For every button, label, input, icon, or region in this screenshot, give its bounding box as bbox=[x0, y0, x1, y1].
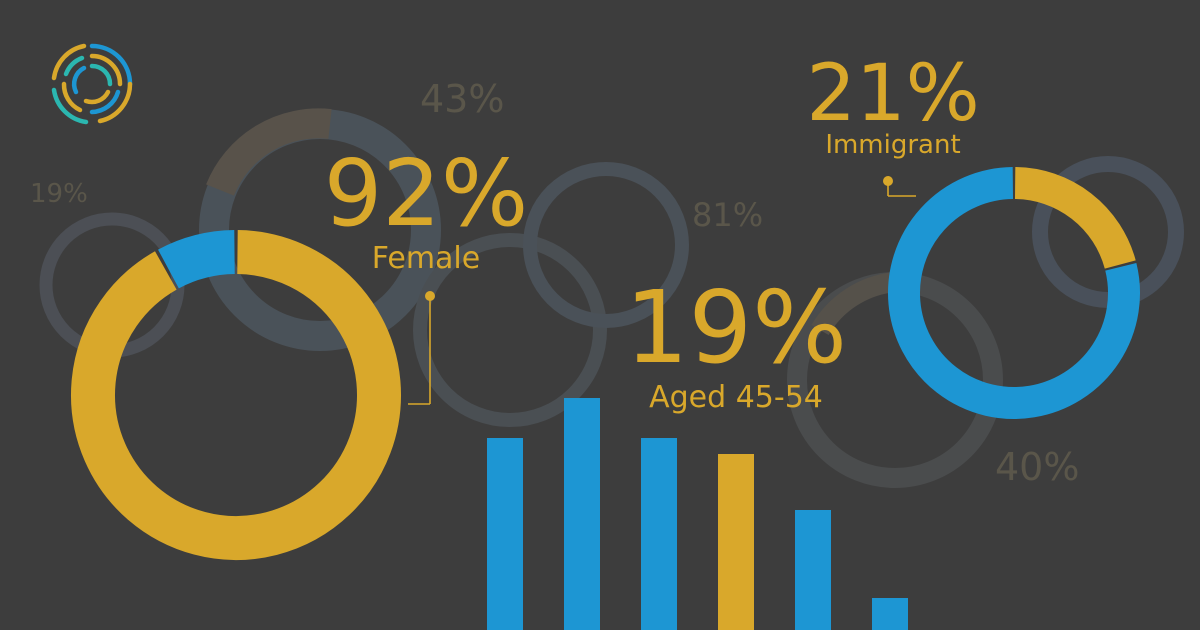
bar-0 bbox=[487, 438, 523, 630]
bar-4 bbox=[795, 510, 831, 630]
donut-slice-immigrant bbox=[1014, 167, 1136, 270]
background-label-43: 43% bbox=[420, 77, 504, 121]
bg-ring bbox=[413, 233, 607, 427]
bar-3 bbox=[718, 454, 754, 630]
donut-slice-female bbox=[71, 230, 401, 560]
connector-lines bbox=[408, 176, 916, 405]
donut-slice-other bbox=[888, 167, 1140, 419]
bar-2 bbox=[641, 438, 677, 630]
immigrant-connector-dot bbox=[883, 176, 893, 186]
concentric-arc-logo-icon bbox=[51, 43, 133, 125]
immigrant-percentage-headline: 21% bbox=[806, 49, 979, 139]
female-donut-chart bbox=[71, 230, 401, 560]
immigrant-donut-chart bbox=[888, 167, 1140, 419]
bg-ring-arc bbox=[811, 272, 897, 336]
donut-slice-other bbox=[158, 230, 236, 289]
aged-percentage-headline: 19% bbox=[625, 269, 847, 386]
female-caption: Female bbox=[372, 241, 480, 276]
aged-caption: Aged 45-54 bbox=[649, 380, 823, 415]
female-percentage-headline: 92% bbox=[324, 140, 528, 247]
age-bar-chart bbox=[487, 398, 908, 630]
background-label-19: 19% bbox=[30, 179, 88, 209]
background-label-81: 81% bbox=[692, 196, 763, 234]
immigrant-caption: Immigrant bbox=[825, 130, 960, 160]
bg-ring-arc bbox=[206, 108, 332, 196]
bar-1 bbox=[564, 398, 600, 630]
bg-ring bbox=[523, 162, 689, 328]
background-label-40: 40% bbox=[995, 445, 1079, 489]
bar-5 bbox=[872, 598, 908, 630]
female-connector-dot bbox=[425, 291, 435, 301]
